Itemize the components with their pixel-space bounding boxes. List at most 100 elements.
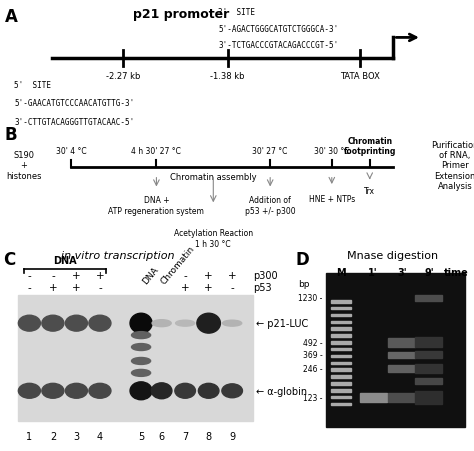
Bar (331, 403, 351, 405)
Text: 492 -: 492 - (303, 338, 323, 347)
Ellipse shape (131, 358, 151, 364)
Text: 2: 2 (50, 431, 56, 441)
Text: 369 -: 369 - (303, 350, 323, 359)
Text: bp: bp (299, 280, 310, 289)
Text: -: - (27, 271, 31, 281)
Bar (331, 375, 351, 378)
Bar (331, 335, 351, 337)
Text: +: + (96, 271, 104, 281)
Ellipse shape (89, 316, 111, 331)
Text: in vitro transcription: in vitro transcription (61, 250, 174, 260)
Text: Addition of
p53 +/- p300: Addition of p53 +/- p300 (245, 196, 295, 216)
Text: -: - (27, 283, 31, 293)
Text: M: M (336, 268, 346, 278)
Bar (331, 321, 351, 323)
Text: HNE + NTPs: HNE + NTPs (309, 195, 355, 204)
Text: 1230 -: 1230 - (298, 294, 323, 303)
Ellipse shape (130, 313, 152, 333)
Text: 5'-GAACATGTCCCAACATGTTG-3': 5'-GAACATGTCCCAACATGTTG-3' (14, 99, 135, 108)
Ellipse shape (197, 313, 220, 333)
Bar (331, 368, 351, 371)
Bar (360, 393, 387, 402)
Text: +: + (72, 271, 81, 281)
Ellipse shape (18, 316, 40, 331)
Text: C: C (3, 250, 15, 268)
Bar (331, 396, 351, 399)
Ellipse shape (131, 344, 151, 351)
Text: TATA BOX: TATA BOX (340, 72, 380, 81)
Ellipse shape (42, 383, 64, 398)
Text: p300: p300 (253, 271, 277, 281)
Text: B: B (5, 125, 18, 143)
Text: 9: 9 (229, 431, 235, 441)
Ellipse shape (175, 321, 195, 327)
Bar (331, 328, 351, 330)
Bar (415, 338, 443, 348)
Text: 1': 1' (368, 268, 378, 278)
Bar (331, 314, 351, 317)
Bar (331, 348, 351, 351)
Text: 123 -: 123 - (303, 393, 323, 402)
Ellipse shape (222, 384, 242, 398)
Text: Chromatin: Chromatin (159, 244, 196, 286)
Text: +: + (228, 271, 237, 281)
Text: time: time (444, 268, 468, 278)
Text: ← α-globin: ← α-globin (255, 386, 307, 396)
Ellipse shape (18, 383, 40, 398)
Text: 4: 4 (97, 431, 103, 441)
Text: +: + (204, 283, 213, 293)
Bar (331, 382, 351, 385)
Ellipse shape (131, 370, 151, 377)
Text: 3'-CTTGTACAGGGTTGTACAAC-5': 3'-CTTGTACAGGGTTGTACAAC-5' (14, 117, 135, 126)
Text: 30' 30 °C: 30' 30 °C (314, 147, 349, 156)
Ellipse shape (151, 383, 172, 399)
Text: 9': 9' (424, 268, 434, 278)
Bar (415, 378, 443, 384)
Text: 7: 7 (182, 431, 188, 441)
Ellipse shape (175, 383, 195, 398)
Text: 3: 3 (73, 431, 80, 441)
Text: Acetylation Reaction
1 h 30 °C: Acetylation Reaction 1 h 30 °C (174, 229, 253, 249)
Ellipse shape (65, 316, 87, 331)
Text: 5'  SITE: 5' SITE (14, 81, 51, 90)
Bar (415, 391, 443, 404)
Text: DNA: DNA (53, 256, 76, 266)
Bar (331, 355, 351, 358)
Bar (331, 389, 351, 391)
Ellipse shape (131, 332, 151, 339)
Text: S190
+
histones: S190 + histones (6, 151, 41, 180)
Text: 1: 1 (27, 431, 32, 441)
Ellipse shape (89, 383, 111, 398)
Ellipse shape (65, 383, 87, 398)
Text: -: - (98, 283, 102, 293)
Text: Mnase digestion: Mnase digestion (347, 250, 438, 260)
Text: -1.38 kb: -1.38 kb (210, 72, 245, 81)
Bar (331, 362, 351, 364)
Text: 5'-AGACTGGGCATGTCTGGGCA-3': 5'-AGACTGGGCATGTCTGGGCA-3' (218, 25, 338, 34)
Text: 8: 8 (206, 431, 212, 441)
Text: -: - (230, 283, 234, 293)
Bar (331, 341, 351, 344)
Bar (388, 338, 415, 347)
Text: 30' 27 °C: 30' 27 °C (253, 147, 288, 156)
Text: A: A (5, 8, 18, 26)
Ellipse shape (130, 382, 152, 400)
Text: 246 -: 246 - (303, 364, 323, 373)
Text: 3'-TCTGACCCGTACAGACCCGT-5': 3'-TCTGACCCGTACAGACCCGT-5' (218, 41, 338, 50)
Text: +: + (204, 271, 213, 281)
Text: -: - (51, 271, 55, 281)
Text: p53: p53 (253, 283, 271, 293)
Text: 5: 5 (138, 431, 144, 441)
Text: Purification
of RNA,
Primer
Extension
Analysis: Purification of RNA, Primer Extension An… (431, 140, 474, 191)
Bar (18, 296, 253, 421)
Bar (331, 307, 351, 310)
Text: 4 h 30' 27 °C: 4 h 30' 27 °C (131, 147, 182, 156)
Bar (388, 393, 415, 403)
Text: p21 promoter: p21 promoter (133, 8, 229, 21)
Bar (415, 295, 443, 301)
Text: DNA +
ATP regeneration system: DNA + ATP regeneration system (109, 196, 204, 216)
Text: Trx: Trx (364, 186, 375, 195)
Text: -2.27 kb: -2.27 kb (106, 72, 140, 81)
Ellipse shape (198, 383, 219, 398)
Text: -: - (183, 271, 187, 281)
